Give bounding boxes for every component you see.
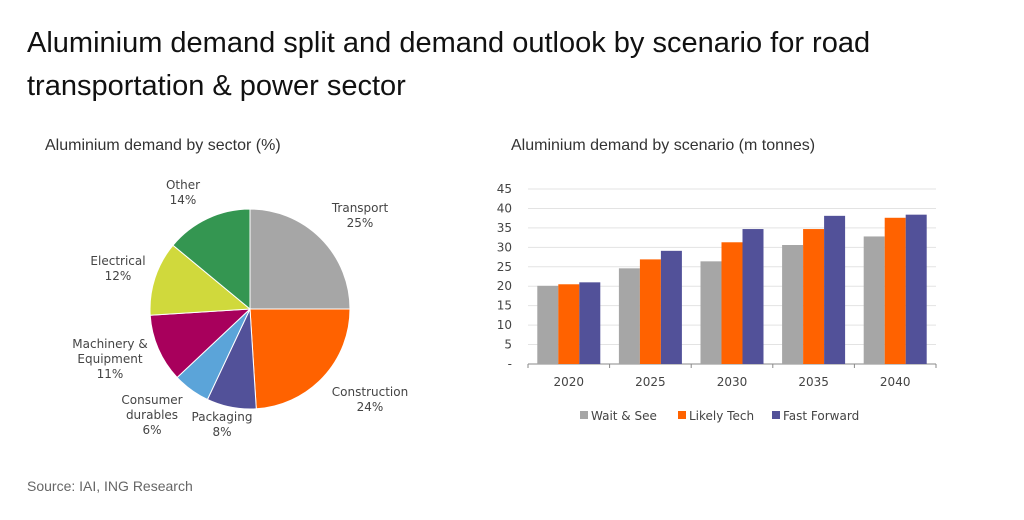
pie-label: Consumer [121,393,182,407]
pie-slice-construction [249,308,351,410]
x-tick-label: 2025 [635,375,666,389]
y-tick-label: 25 [497,260,512,274]
y-tick-label: 35 [497,221,512,235]
bar-fast-forward-2020 [579,282,601,364]
bar-wait-see-2020 [537,285,559,364]
pie-slice-electrical [149,244,252,316]
legend-label: Fast Forward [783,409,859,423]
bar-fast-forward-2040 [905,214,927,364]
pie-label: Packaging [192,410,253,424]
bar-chart-title: Aluminium demand by scenario (m tonnes) [511,137,816,154]
bar-likely-tech-2040 [884,217,906,364]
source-note: Source: IAI, ING Research [27,478,193,494]
legend-label: Likely Tech [689,409,754,423]
bar-likely-tech-2020 [558,284,580,364]
pie-slice-transport [249,208,351,310]
pie-value: 8% [212,425,231,439]
x-tick-label: 2040 [880,375,911,389]
x-tick-label: 2020 [554,375,585,389]
pie-slice-machinery-equipment [149,308,252,379]
bar-likely-tech-2035 [803,229,825,364]
bar-fast-forward-2035 [824,215,846,364]
y-tick-label: 40 [497,201,512,215]
pie-value: 14% [170,193,197,207]
bar-fast-forward-2030 [742,229,764,364]
pie-label: Other [166,178,200,192]
y-tick-label: 20 [497,279,512,293]
bar-wait-see-2035 [782,245,804,364]
bar-wait-see-2040 [863,236,885,364]
pie-slice-other [172,208,251,311]
y-tick-label: 5 [504,338,512,352]
bar-likely-tech-2025 [639,259,661,364]
bar-fast-forward-2025 [660,250,682,364]
pie-label: Electrical [90,254,145,268]
bar-wait-see-2030 [700,261,722,364]
pie-chart-title: Aluminium demand by sector (%) [45,137,281,154]
pie-label: Machinery & [72,337,147,351]
y-tick-label: 10 [497,318,512,332]
pie-value: 24% [357,400,384,414]
y-tick-label: - [508,357,512,371]
y-tick-label: 45 [497,182,512,196]
pie-label: durables [126,408,178,422]
x-tick-label: 2035 [798,375,829,389]
pie-value: 6% [142,423,161,437]
pie-value: 25% [347,216,374,230]
legend-label: Wait & See [591,409,657,423]
pie-label: Equipment [77,352,142,366]
legend-swatch [678,411,686,419]
pie-value: 12% [105,269,132,283]
pie-label: Transport [331,201,389,215]
y-tick-label: 30 [497,240,512,254]
x-tick-label: 2030 [717,375,748,389]
legend-swatch [772,411,780,419]
pie-label: Construction [332,385,408,399]
legend-swatch [580,411,588,419]
y-tick-label: 15 [497,299,512,313]
bar-wait-see-2025 [618,268,640,364]
bar-likely-tech-2030 [721,242,743,364]
pie-value: 11% [97,367,124,381]
page-title: Aluminium demand split and demand outloo… [27,27,871,102]
